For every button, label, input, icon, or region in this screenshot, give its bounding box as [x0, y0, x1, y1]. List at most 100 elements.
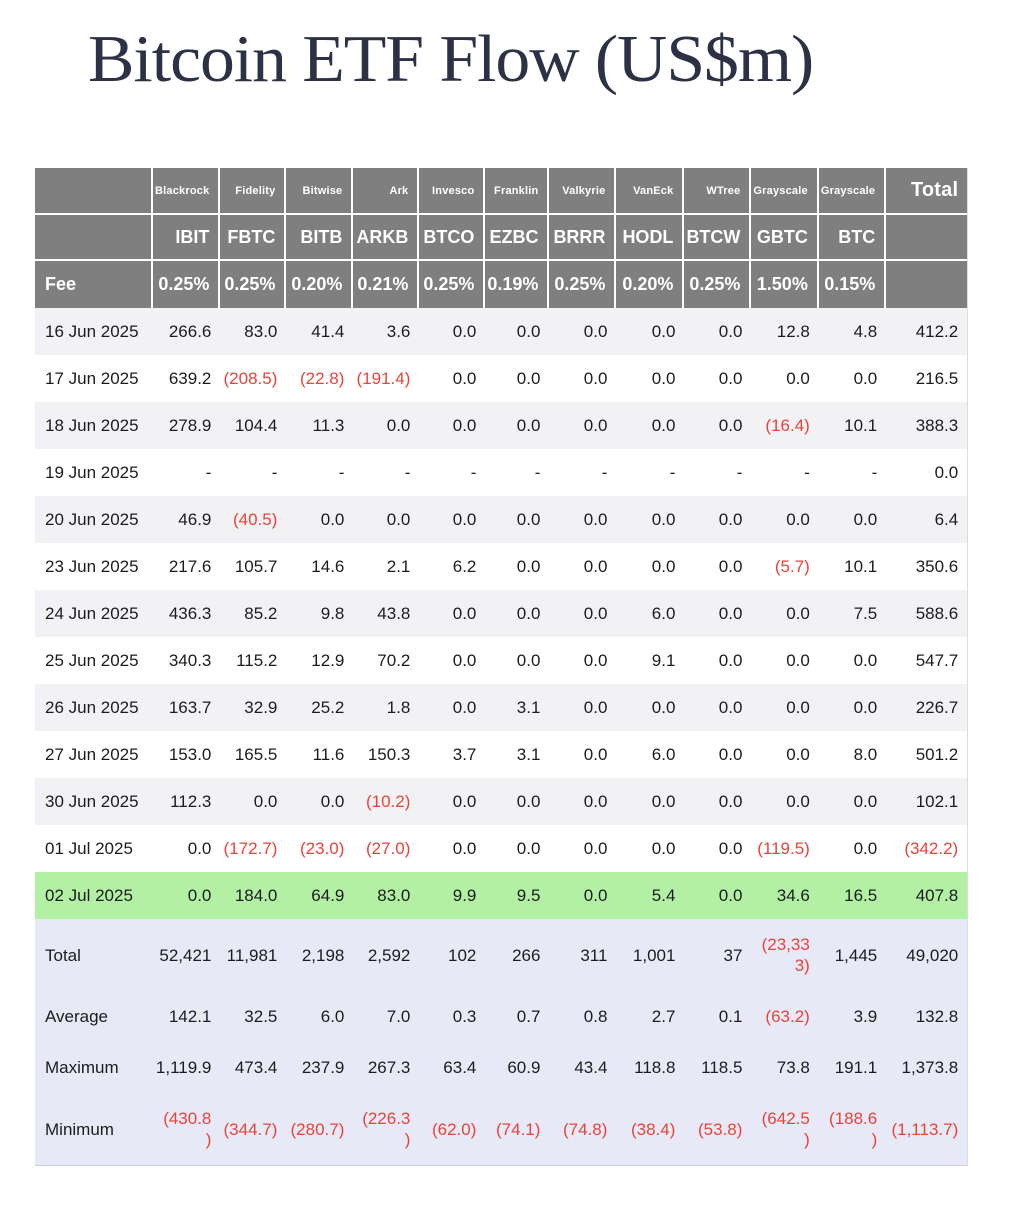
summary-value-cell: (344.7)	[220, 1093, 287, 1165]
flow-value-cell: -	[549, 449, 617, 496]
fee-cell: 0.25%	[153, 261, 221, 308]
summary-value-cell: (53.8)	[684, 1093, 752, 1165]
flow-value-cell: 0.0	[353, 402, 420, 449]
ticker-header-row: IBIT FBTC BITB ARKB BTCO EZBC BRRR HODL BTCW GBTC…	[35, 215, 968, 261]
row-total-cell: 350.6	[886, 543, 968, 590]
provider-header-cell: Grayscale	[751, 168, 819, 215]
flow-value-cell: 0.0	[684, 731, 752, 778]
flow-value-cell: 0.0	[485, 825, 550, 872]
flow-value-cell: 0.0	[684, 872, 752, 919]
flow-value-cell: 70.2	[353, 637, 420, 684]
flow-value-cell: 0.0	[153, 872, 221, 919]
summary-value-cell: 7.0	[353, 991, 420, 1042]
flow-value-cell: 0.0	[751, 778, 819, 825]
summary-value-cell: 102	[419, 919, 486, 991]
flow-value-cell: 12.9	[286, 637, 354, 684]
date-cell: 19 Jun 2025	[35, 449, 153, 496]
flow-value-cell: -	[153, 449, 221, 496]
row-total-cell: (342.2)	[886, 825, 968, 872]
date-cell: 01 Jul 2025	[35, 825, 153, 872]
flow-value-cell: -	[751, 449, 819, 496]
fee-cell: 0.25%	[220, 261, 287, 308]
flow-value-cell: 0.0	[549, 496, 617, 543]
flow-value-cell: 0.0	[616, 778, 685, 825]
flow-value-cell: 0.0	[616, 543, 685, 590]
flow-value-cell: 0.0	[549, 637, 617, 684]
ticker-header-cell: IBIT	[153, 215, 221, 261]
ticker-header-cell: HODL	[616, 215, 685, 261]
flow-value-cell: 0.0	[684, 590, 752, 637]
flow-value-cell: 0.0	[751, 355, 819, 402]
flow-value-cell: 3.6	[353, 308, 420, 355]
flow-value-cell: 0.0	[684, 308, 752, 355]
flow-value-cell: 0.0	[616, 825, 685, 872]
summary-value-cell: 0.3	[419, 991, 486, 1042]
flow-value-cell: 0.0	[549, 872, 617, 919]
flow-value-cell: 11.6	[286, 731, 354, 778]
fee-cell: 0.19%	[485, 261, 550, 308]
date-cell: 02 Jul 2025	[35, 872, 153, 919]
fee-cell: 0.25%	[684, 261, 752, 308]
flow-value-cell: 150.3	[353, 731, 420, 778]
provider-header-cell: Bitwise	[286, 168, 354, 215]
flow-value-cell: 0.0	[286, 496, 354, 543]
ticker-header-cell: BTCO	[419, 215, 486, 261]
summary-value-cell: 63.4	[419, 1042, 486, 1093]
flow-row: 30 Jun 2025 112.3 0.0 0.0 (10.2) 0.0 0.0 0.0 0.0…	[35, 778, 968, 825]
flow-row: 17 Jun 2025 639.2 (208.5) (22.8) (191.4) 0.0 0…	[35, 355, 968, 402]
flow-value-cell: 0.0	[616, 308, 685, 355]
flow-value-cell: (27.0)	[353, 825, 420, 872]
flow-value-cell: 0.0	[818, 684, 887, 731]
summary-value-cell: 37	[684, 919, 752, 991]
fee-cell: 0.20%	[616, 261, 685, 308]
flow-value-cell: 2.1	[353, 543, 420, 590]
flow-value-cell: 0.0	[419, 355, 486, 402]
flow-value-cell: 278.9	[153, 402, 221, 449]
flow-value-cell: 639.2	[153, 355, 221, 402]
flow-value-cell: 0.0	[818, 778, 887, 825]
flow-value-cell: 0.0	[549, 402, 617, 449]
date-cell: 24 Jun 2025	[35, 590, 153, 637]
provider-header-row: Blackrock Fidelity Bitwise Ark Invesco Frankl…	[35, 168, 968, 215]
flow-value-cell: (40.5)	[220, 496, 287, 543]
flow-value-cell: 3.1	[485, 731, 550, 778]
flow-value-cell: 0.0	[419, 637, 486, 684]
flow-value-cell: 0.0	[818, 637, 887, 684]
summary-value-cell: 0.8	[549, 991, 617, 1042]
flow-value-cell: 217.6	[153, 543, 221, 590]
summary-value-cell: 118.8	[616, 1042, 685, 1093]
flow-value-cell: 9.5	[485, 872, 550, 919]
summary-value-cell: (430.8 )	[153, 1093, 221, 1165]
summary-value-cell: 118.5	[684, 1042, 752, 1093]
summary-value-cell: 60.9	[485, 1042, 550, 1093]
flow-row: 02 Jul 2025 0.0 184.0 64.9 83.0 9.9 9.5 0.0 5.4 0…	[35, 872, 968, 919]
summary-row-average: Average 142.1 32.5 6.0 7.0 0.3 0.7 0.8 2.7 0.1 (63…	[35, 991, 968, 1042]
flow-value-cell: 11.3	[286, 402, 354, 449]
summary-row-total: Total 52,421 11,981 2,198 2,592 102 266 311 1,00…	[35, 919, 968, 991]
flow-value-cell: 0.0	[549, 590, 617, 637]
flow-row: 27 Jun 2025 153.0 165.5 11.6 150.3 3.7 3.1 0.0 6…	[35, 731, 968, 778]
provider-header-cell: Fidelity	[220, 168, 287, 215]
flow-value-cell: 7.5	[818, 590, 887, 637]
row-total-cell: 226.7	[886, 684, 968, 731]
flow-value-cell: 0.0	[549, 355, 617, 402]
flow-value-cell: 0.0	[485, 496, 550, 543]
summary-value-cell: (74.8)	[549, 1093, 617, 1165]
flow-value-cell: 9.1	[616, 637, 685, 684]
summary-row-maximum: Maximum 1,119.9 473.4 237.9 267.3 63.4 60.9 43.…	[35, 1042, 968, 1093]
flow-value-cell: -	[353, 449, 420, 496]
flow-value-cell: 0.0	[549, 543, 617, 590]
flow-value-cell: 0.0	[419, 402, 486, 449]
fee-cell: 0.25%	[549, 261, 617, 308]
summary-value-cell: 52,421	[153, 919, 221, 991]
flow-value-cell: 0.0	[286, 778, 354, 825]
flow-row: 24 Jun 2025 436.3 85.2 9.8 43.8 0.0 0.0 0.0 6.0 0…	[35, 590, 968, 637]
flow-value-cell: 0.0	[485, 778, 550, 825]
flow-value-cell: 0.0	[751, 684, 819, 731]
summary-value-cell: (280.7)	[286, 1093, 354, 1165]
flow-value-cell: 0.0	[419, 496, 486, 543]
flow-value-cell: 0.0	[419, 778, 486, 825]
flow-value-cell: 0.0	[751, 496, 819, 543]
flow-value-cell: (10.2)	[353, 778, 420, 825]
etf-flow-table: Blackrock Fidelity Bitwise Ark Invesco Frankl…	[35, 168, 969, 1166]
